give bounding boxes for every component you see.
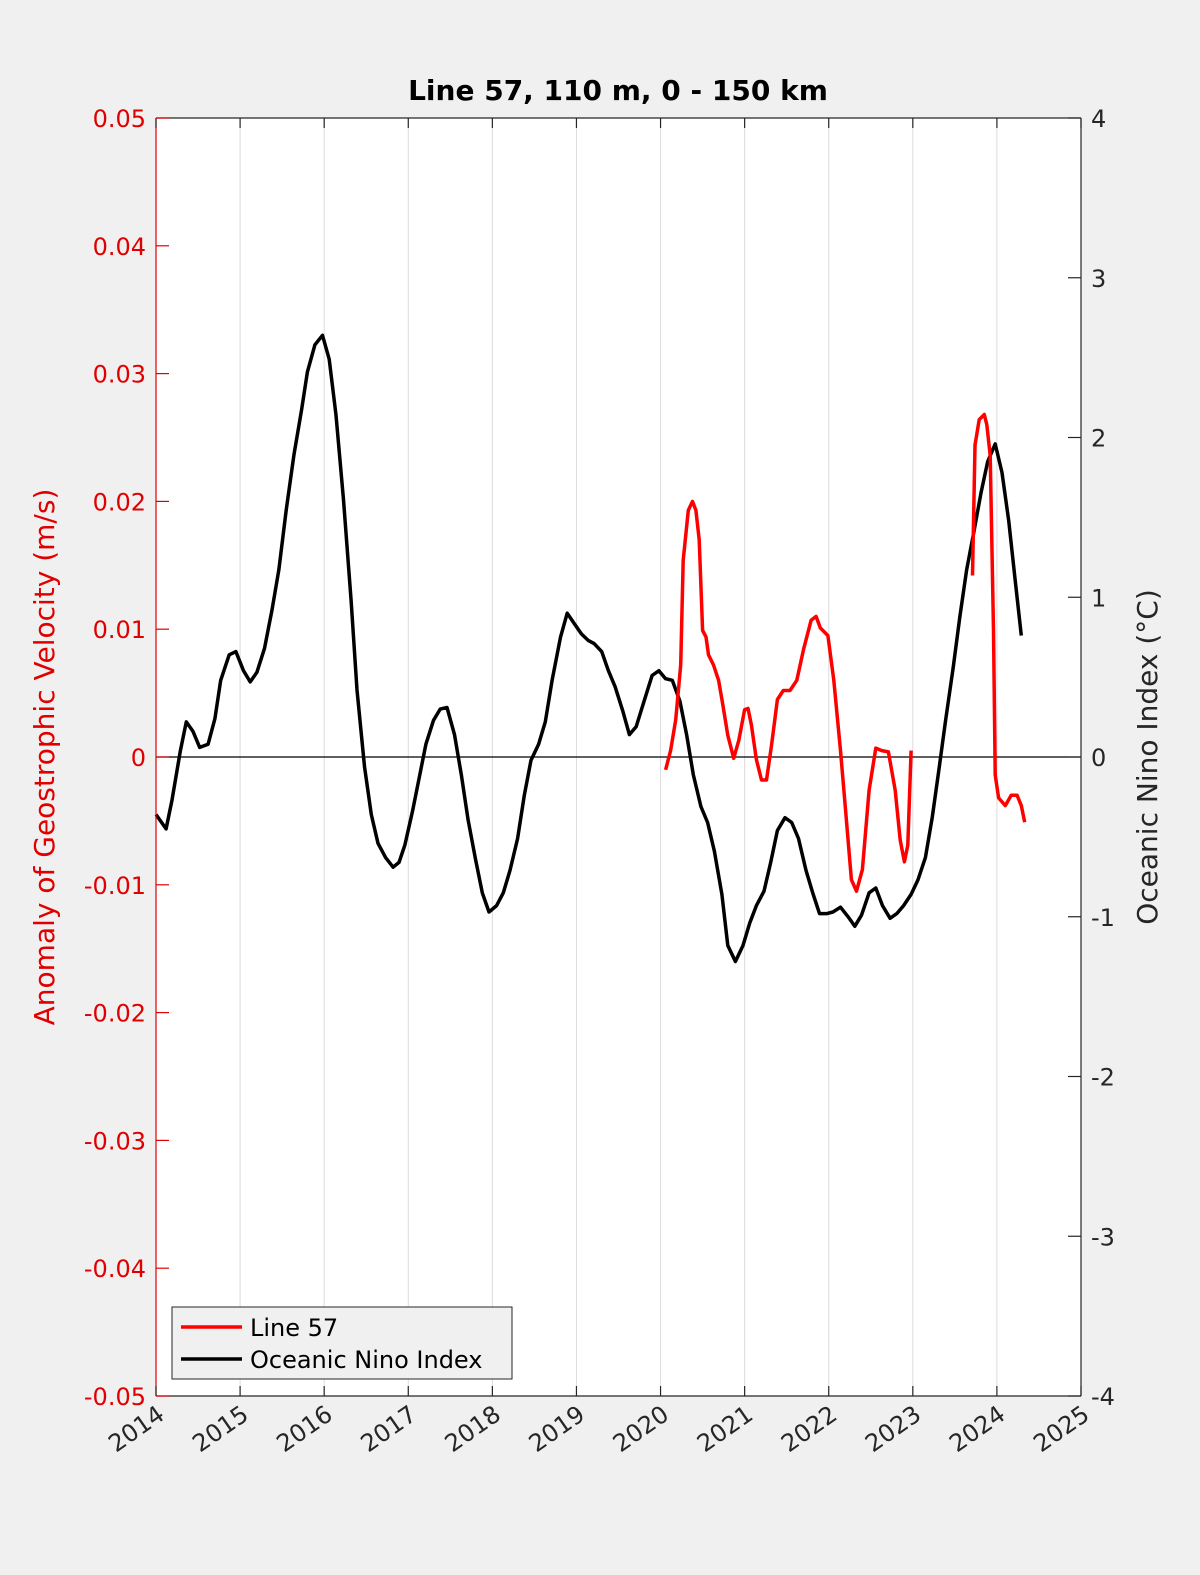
y-right-tick-label: -1 — [1091, 904, 1115, 932]
y-right-tick-label: 0 — [1091, 744, 1106, 772]
y-left-tick-label: 0.01 — [93, 616, 146, 644]
legend: Line 57 Oceanic Nino Index — [171, 1306, 513, 1380]
y-right-tick-label: -3 — [1091, 1223, 1115, 1251]
y-left-tick-label: 0 — [131, 744, 146, 772]
x-tick-label: 2016 — [272, 1400, 338, 1458]
x-tick-label: 2019 — [524, 1400, 590, 1458]
y-left-tick-label: -0.05 — [84, 1383, 146, 1411]
y-right-tick-label: 4 — [1091, 105, 1106, 133]
series-oni — [154, 333, 1024, 964]
legend-label-oni: Oceanic Nino Index — [250, 1346, 482, 1374]
y-left-tick-label: -0.02 — [84, 1000, 146, 1028]
y-left-tick-label: 0.05 — [93, 105, 146, 133]
x-tick-label: 2023 — [860, 1400, 926, 1458]
y-right-tick-label: -4 — [1091, 1383, 1115, 1411]
x-tick-label: 2022 — [776, 1400, 842, 1458]
y-left-tick-label: -0.03 — [84, 1127, 146, 1155]
y-right-tick-label: 3 — [1091, 265, 1106, 293]
legend-label-line57: Line 57 — [250, 1314, 338, 1342]
y-left-tick-label: -0.04 — [84, 1255, 146, 1283]
x-tick-label: 2020 — [608, 1400, 674, 1458]
x-tick-label: 2025 — [1028, 1400, 1094, 1458]
y-left-tick-label: -0.01 — [84, 872, 146, 900]
y-left-ticks: 0.05 0.04 0.03 0.02 0.01 0 -0.01 -0.02 -0.03 -0.0… — [84, 105, 169, 1411]
legend-box — [171, 1306, 513, 1380]
line57-segment — [663, 499, 913, 893]
series-line57 — [663, 412, 1027, 893]
y-right-tick-label: 2 — [1091, 425, 1106, 453]
chart-title: Line 57, 110 m, 0 - 150 km — [408, 74, 828, 107]
y-right-tick-label: 1 — [1091, 584, 1106, 612]
y-left-tick-label: 0.03 — [93, 361, 146, 389]
x-tick-label: 2015 — [187, 1400, 253, 1458]
y-axis-label-right: Oceanic Nino Index (°C) — [1131, 589, 1164, 925]
oni-line — [154, 333, 1024, 964]
y-right-tick-label: -2 — [1091, 1064, 1115, 1092]
x-tick-label: 2021 — [692, 1400, 758, 1458]
y-axis-label-left: Anomaly of Geostrophic Velocity (m/s) — [28, 489, 61, 1026]
x-tick-label: 2018 — [440, 1400, 506, 1458]
y-right-ticks: 4 3 2 1 0 -1 -2 -3 -4 — [1068, 105, 1115, 1411]
x-tick-label: 2017 — [356, 1400, 422, 1458]
line57-segment — [970, 412, 1027, 823]
y-left-tick-label: 0.02 — [93, 488, 146, 516]
x-tick-label: 2024 — [944, 1400, 1010, 1458]
y-left-tick-label: 0.04 — [93, 233, 146, 261]
